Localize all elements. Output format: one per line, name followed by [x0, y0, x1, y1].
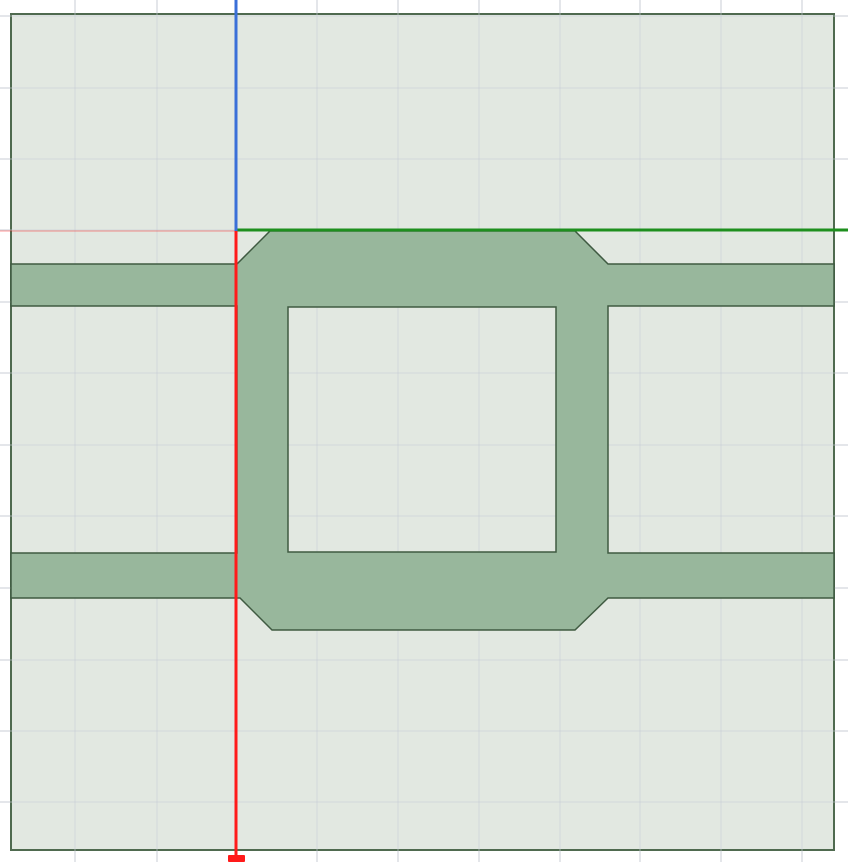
branch-line-coupler-trace[interactable]: [10, 230, 835, 631]
port-2-feedline[interactable]: [608, 264, 834, 306]
port-4-feedline[interactable]: [11, 553, 237, 598]
port-3-feedline[interactable]: [608, 553, 834, 598]
substrate-board[interactable]: [10, 13, 835, 851]
x-axis-arrow-tip-icon[interactable]: [228, 855, 245, 862]
port-1-feedline[interactable]: [11, 264, 237, 306]
